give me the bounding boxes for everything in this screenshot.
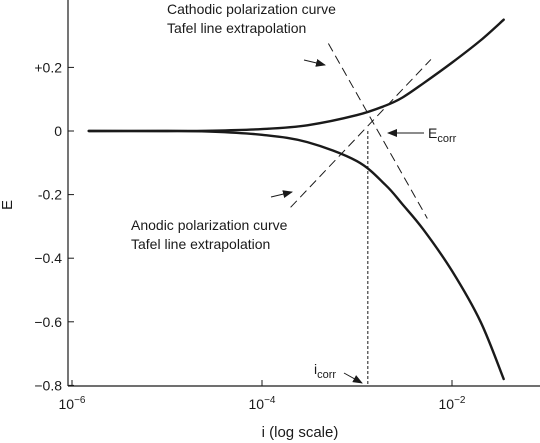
cathodic-annotation-line1: Cathodic polarization curve [167, 1, 336, 17]
x-axis-label: i (log scale) [262, 424, 339, 441]
cathodic-annotation-line2: Tafel line extrapolation [167, 20, 306, 36]
y-axis-label: E [0, 200, 16, 210]
y-tick-label: 0 [54, 123, 62, 139]
anodic-tafel-line [327, 43, 428, 219]
y-tick-label: −0.8 [34, 377, 62, 393]
y-tick-label: +0.2 [34, 59, 62, 75]
anodic-curve [87, 129, 505, 381]
x-tick-label: 10−2 [439, 395, 466, 412]
cathodic-pointer-arrow [303, 59, 326, 67]
y-tick-label: -0.2 [38, 187, 62, 203]
icorr-label: icorr [314, 361, 336, 381]
anodic-annotation-line1: Anodic polarization curve [131, 217, 288, 233]
anodic-pointer-arrow [270, 190, 293, 198]
x-tick-label: 10−6 [59, 395, 86, 412]
ticks: +0.2 0 -0.2 −0.4 −0.6 −0.8 10−6 10−4 10−2 [34, 59, 466, 412]
ecorr-label: Ecorr [428, 125, 457, 145]
x-tick-label: 10−4 [249, 395, 276, 412]
y-tick-label: −0.6 [34, 314, 62, 330]
polarization-curves [87, 18, 505, 381]
anodic-annotation-line2: Tafel line extrapolation [131, 236, 270, 252]
cathodic-curve [87, 18, 505, 133]
cathodic-tafel-line [290, 59, 432, 208]
tafel-lines [290, 43, 432, 219]
y-tick-label: −0.4 [34, 250, 62, 266]
icorr-pointer-arrow [343, 372, 363, 384]
